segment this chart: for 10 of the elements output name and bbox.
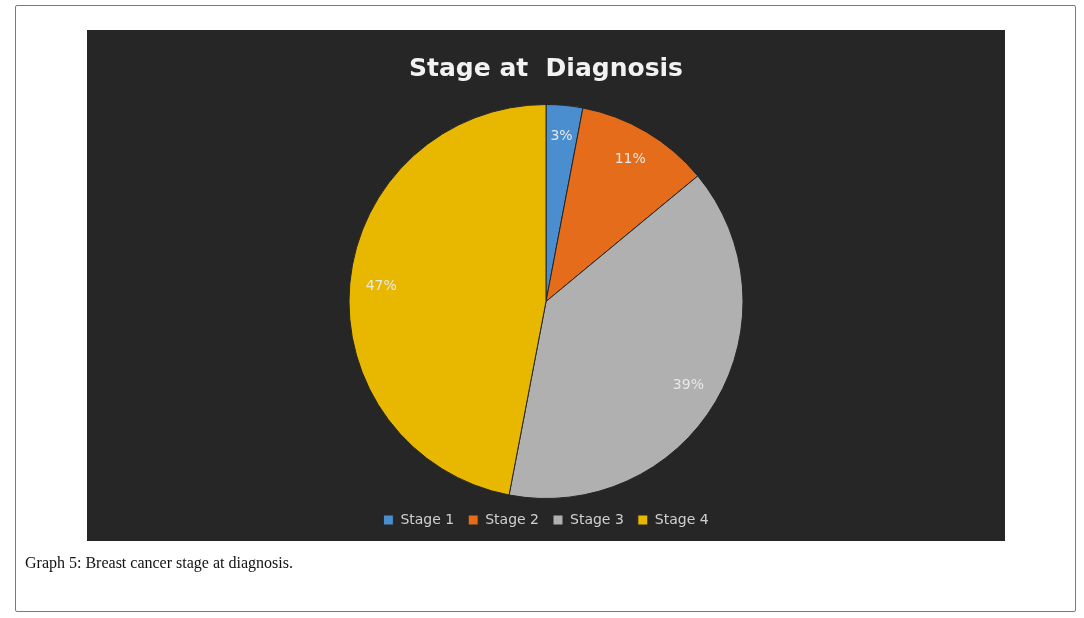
legend-label: Stage 4 xyxy=(654,510,709,527)
data-label: 47% xyxy=(365,276,397,293)
chart-title: Stage at Diagnosis xyxy=(409,52,683,82)
legend-label: Stage 1 xyxy=(400,510,455,527)
legend-label: Stage 3 xyxy=(570,510,624,527)
caption: Graph 5: Breast cancer stage at diagnosis. xyxy=(25,554,293,572)
data-label: 39% xyxy=(672,376,704,393)
data-label: 3% xyxy=(550,127,573,144)
legend-label: Stage 2 xyxy=(485,510,539,527)
data-label: 11% xyxy=(614,149,646,166)
